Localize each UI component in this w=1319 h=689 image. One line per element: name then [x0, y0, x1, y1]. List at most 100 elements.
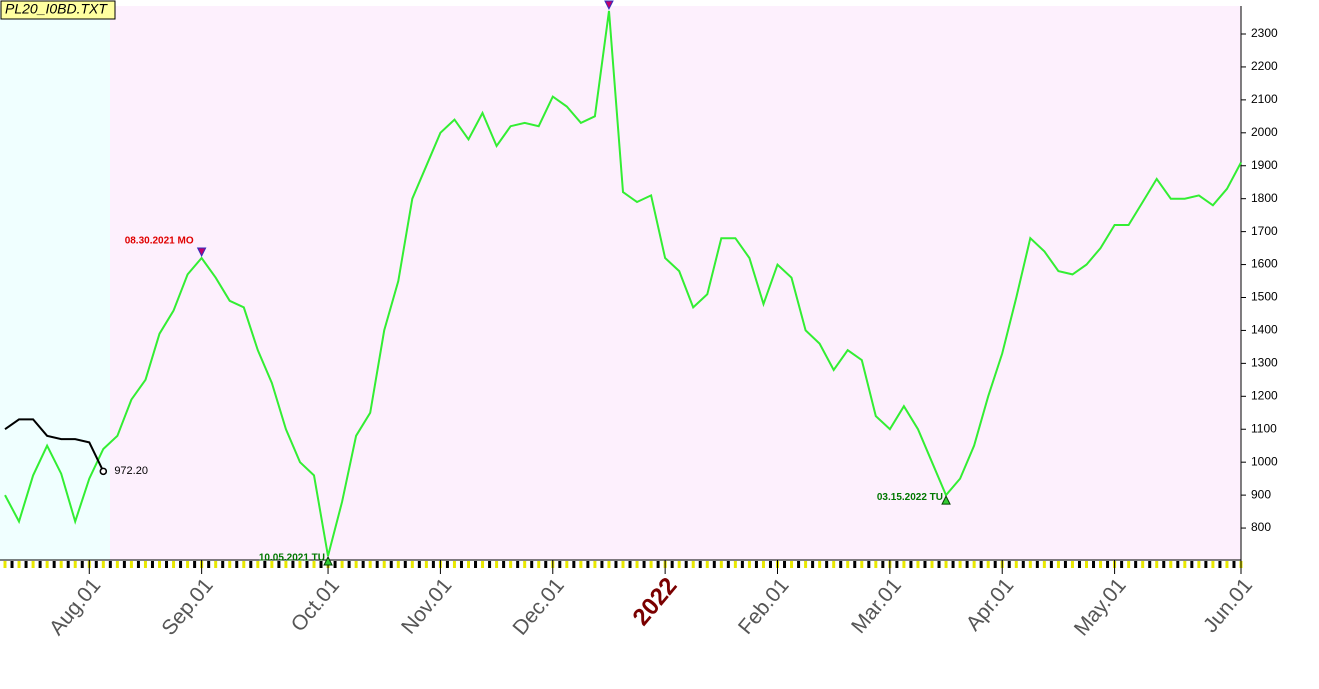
x-minor-tick [874, 561, 878, 568]
x-minor-tick [1056, 561, 1060, 568]
x-minor-tick [579, 561, 583, 568]
x-minor-tick [108, 561, 112, 568]
x-minor-tick [677, 561, 681, 568]
x-minor-tick [993, 561, 997, 568]
x-minor-tick [467, 561, 470, 568]
x-minor-tick [1232, 561, 1236, 568]
x-minor-tick [839, 561, 843, 568]
x-minor-tick [930, 561, 934, 568]
x-minor-tick [10, 561, 14, 568]
x-minor-tick [1183, 561, 1187, 568]
x-minor-tick [207, 561, 211, 568]
x-minor-tick [684, 561, 688, 568]
x-minor-tick [1204, 561, 1208, 568]
x-tick-label: Nov.01 [397, 574, 456, 639]
x-minor-tick [867, 561, 871, 568]
x-minor-tick [1063, 561, 1067, 568]
x-minor-tick [179, 561, 183, 568]
x-minor-tick [1021, 561, 1025, 568]
y-tick-label: 1100 [1251, 421, 1277, 435]
x-minor-tick [242, 561, 246, 568]
x-minor-tick [424, 561, 428, 568]
x-minor-tick [59, 561, 63, 568]
x-minor-tick [572, 561, 576, 568]
x-minor-tick [1099, 561, 1103, 568]
x-minor-tick [417, 561, 421, 568]
x-minor-tick [361, 561, 365, 568]
series-line [4, 418, 105, 472]
x-minor-tick [853, 561, 857, 568]
x-minor-tick [31, 561, 35, 568]
x-minor-tick [143, 561, 147, 568]
x-minor-tick [263, 561, 267, 568]
x-minor-tick [600, 561, 604, 568]
y-tick-label: 1900 [1251, 158, 1278, 172]
x-minor-tick [586, 561, 590, 568]
x-minor-tick [607, 561, 611, 568]
x-minor-tick [122, 561, 126, 568]
x-minor-tick [3, 561, 7, 568]
low-marker [323, 555, 333, 566]
end-point [99, 467, 108, 476]
x-minor-tick [221, 561, 225, 568]
x-minor-tick [382, 561, 386, 568]
y-tick-label: 1600 [1251, 257, 1278, 271]
x-minor-tick [909, 561, 913, 568]
x-minor-tick [214, 561, 218, 568]
low-marker [941, 494, 951, 505]
y-tick-label: 900 [1251, 487, 1271, 501]
x-tick-label: Sep.01 [157, 574, 217, 640]
x-minor-tick [797, 561, 801, 568]
y-tick-label: 2100 [1251, 92, 1278, 106]
x-minor-tick [1106, 561, 1110, 568]
x-minor-tick [705, 561, 709, 568]
y-tick-label: 2300 [1251, 26, 1278, 40]
x-minor-tick [642, 561, 646, 568]
y-tick-label: 1000 [1251, 454, 1278, 468]
x-minor-tick [1028, 561, 1032, 568]
y-tick-label: 2200 [1251, 59, 1278, 73]
x-minor-tick [656, 561, 660, 568]
x-minor-tick [66, 561, 70, 568]
x-minor-tick [1211, 561, 1215, 568]
x-minor-tick [635, 561, 639, 568]
x-minor-tick [614, 561, 618, 568]
annotation: 03.15.2022 TU [877, 492, 943, 503]
x-minor-tick [270, 561, 274, 568]
x-minor-tick [860, 561, 864, 568]
y-tick-label: 1400 [1251, 323, 1278, 337]
x-minor-tick [284, 561, 288, 568]
x-minor-tick [1092, 561, 1096, 568]
x-minor-tick [832, 561, 836, 568]
x-minor-tick [1134, 561, 1138, 568]
x-minor-tick [305, 561, 309, 568]
x-minor-tick [459, 561, 463, 568]
x-minor-tick [115, 561, 119, 568]
x-minor-tick [790, 561, 794, 568]
x-minor-tick [136, 561, 140, 568]
title-box [0, 0, 116, 20]
series-line [4, 10, 1242, 557]
x-minor-tick [1169, 561, 1173, 568]
y-tick-label: 1300 [1251, 356, 1278, 370]
x-minor-tick [972, 561, 976, 568]
x-minor-tick [986, 561, 990, 568]
x-minor-tick [530, 561, 534, 568]
x-minor-tick [768, 561, 772, 568]
x-minor-tick [937, 561, 941, 568]
x-minor-tick [754, 561, 758, 568]
history-area [0, 6, 110, 560]
x-minor-tick [565, 561, 569, 568]
x-minor-tick [291, 561, 295, 568]
x-minor-tick [298, 561, 302, 568]
x-minor-tick [165, 561, 169, 568]
x-minor-tick [312, 561, 316, 568]
x-minor-tick [101, 561, 105, 568]
x-minor-tick [1049, 561, 1053, 568]
x-minor-tick [621, 561, 625, 568]
x-minor-tick [1155, 561, 1159, 568]
x-minor-tick [452, 561, 456, 568]
x-minor-tick [951, 561, 955, 568]
x-minor-tick [1120, 561, 1124, 568]
y-tick-label: 1800 [1251, 191, 1278, 205]
